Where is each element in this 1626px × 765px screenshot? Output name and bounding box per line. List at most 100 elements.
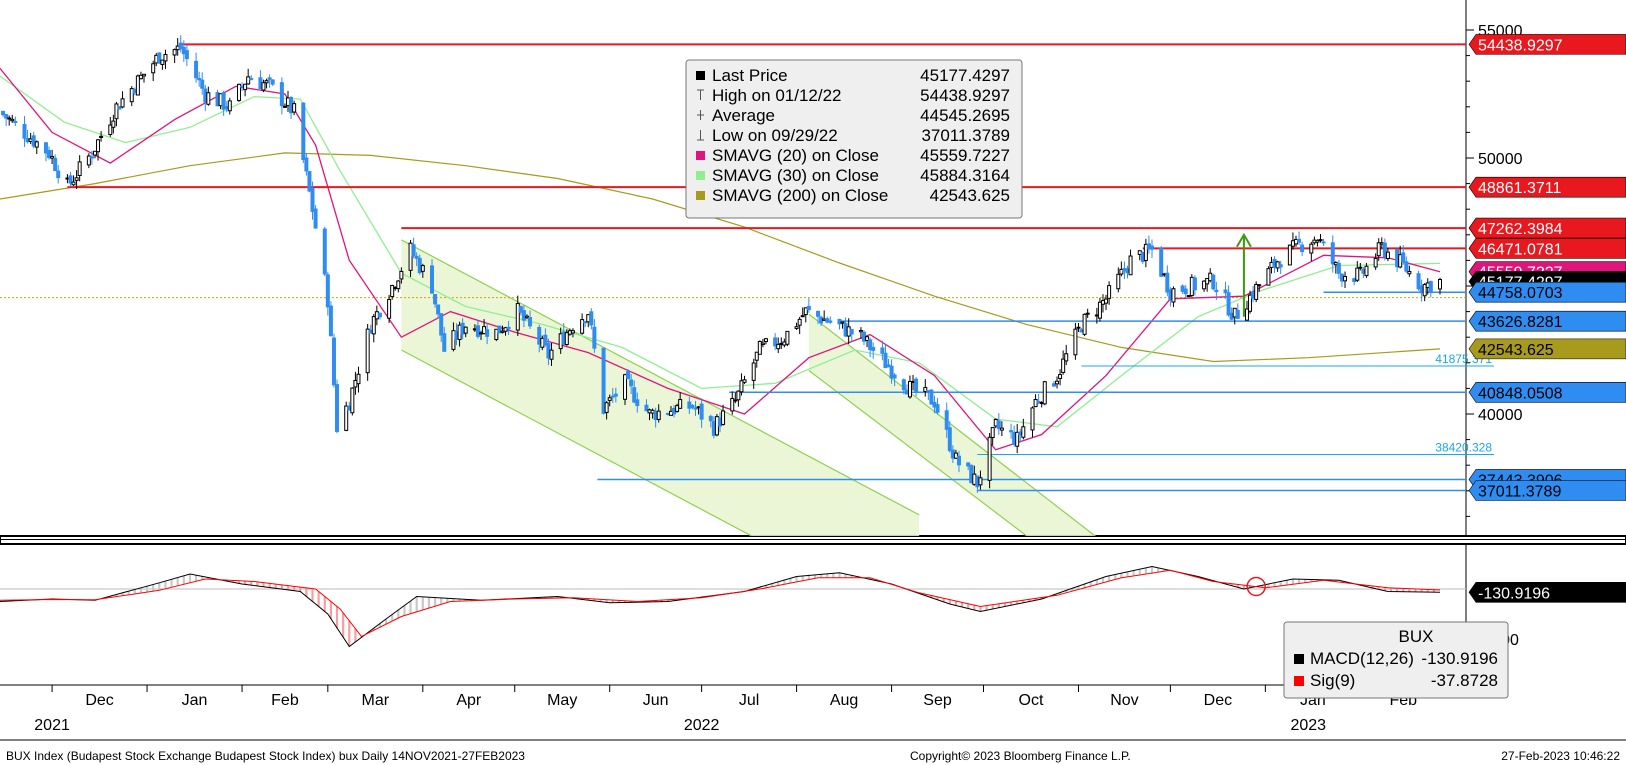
legend-label: SMAVG (20) on Close — [712, 146, 879, 165]
candle-body — [975, 475, 980, 488]
candle-body — [301, 102, 306, 161]
candle-body — [310, 187, 315, 212]
candle-body — [800, 315, 805, 318]
legend-label: Average — [712, 106, 775, 125]
candle-body — [374, 311, 379, 320]
candle-body — [1244, 308, 1249, 321]
candle-body — [417, 257, 422, 274]
candle-body — [886, 364, 891, 368]
candle-body — [371, 316, 376, 335]
candle-body — [1425, 282, 1430, 288]
candle-body — [1223, 289, 1228, 294]
macd-tag-label: -130.9196 — [1478, 585, 1550, 602]
legend-label: High on 01/12/22 — [712, 86, 842, 105]
candle-body — [987, 436, 992, 481]
price-tag-label: 40848.0508 — [1478, 385, 1563, 402]
candle-body — [580, 319, 585, 334]
candle-body — [350, 387, 355, 414]
candle-body — [1100, 300, 1105, 305]
footer: BUX Index (Budapest Stock Exchange Budap… — [6, 749, 1620, 763]
candle-body — [1208, 272, 1213, 282]
legend-swatch — [696, 71, 705, 80]
candle-body — [858, 330, 863, 333]
candle-body — [454, 330, 459, 340]
legend-swatch — [696, 191, 705, 200]
candle-body — [215, 92, 220, 107]
candle-body — [399, 270, 404, 280]
candle-body — [1300, 244, 1305, 253]
candle-body — [194, 60, 199, 79]
candle-body — [221, 92, 226, 110]
candle-body — [132, 89, 137, 94]
candle-body — [328, 305, 333, 337]
candle-body — [849, 329, 854, 335]
candle-body — [120, 98, 125, 108]
candle-body — [408, 242, 413, 271]
x-month-label: Jan — [182, 692, 208, 709]
candle-body — [325, 274, 330, 308]
candle-body — [292, 103, 297, 113]
legend-value: 45177.4297 — [920, 66, 1010, 85]
candle-body — [1202, 280, 1207, 290]
candle-body — [172, 49, 177, 56]
price-tag-bg — [1468, 310, 1626, 332]
legend-value: 44545.2695 — [920, 106, 1010, 125]
candle-body — [1036, 401, 1041, 404]
candle-body — [1171, 288, 1176, 303]
candle-body — [7, 117, 12, 120]
candle-body — [883, 352, 888, 369]
candle-body — [1116, 273, 1121, 290]
candle-body — [1269, 261, 1274, 268]
candle-body — [200, 79, 205, 89]
candle-body — [503, 327, 508, 332]
candle-body — [626, 371, 631, 380]
price-tag-bg — [1468, 338, 1626, 360]
candle-body — [822, 318, 827, 321]
candle-body — [138, 74, 143, 80]
level-label: 38420.328 — [1435, 440, 1492, 454]
candle-body — [68, 175, 73, 184]
macd-legend-label: MACD(12,26) — [1310, 649, 1414, 668]
candle-body — [944, 410, 949, 430]
price-legend: Last Price 45177.4297 High on 01/12/22 5443… — [685, 59, 1023, 219]
candle-body — [151, 63, 156, 74]
candle-body — [1119, 268, 1124, 275]
candle-body — [996, 420, 1001, 429]
candle-body — [1039, 401, 1044, 404]
candle-body — [1290, 240, 1295, 247]
candle-body — [178, 42, 183, 50]
candle-body — [561, 331, 566, 345]
x-year-label: 2023 — [1290, 717, 1326, 734]
legend-value: 54438.9297 — [920, 86, 1010, 105]
candle-body — [160, 59, 165, 65]
trend-channels — [401, 239, 1097, 536]
macd-line — [0, 565, 1441, 648]
candle-body — [672, 408, 677, 415]
candle-body — [1416, 273, 1421, 290]
candle-body — [74, 177, 79, 181]
price-tag-bg — [1468, 381, 1626, 403]
candle-body — [482, 326, 487, 335]
x-month-label: Apr — [456, 692, 482, 709]
x-month-label: Jul — [739, 692, 759, 709]
price-tag-label: 42543.625 — [1478, 342, 1554, 359]
footer-left: BUX Index (Budapest Stock Exchange Budap… — [6, 749, 525, 763]
candle-body — [108, 124, 113, 136]
candle-body — [1137, 250, 1142, 256]
candle-body — [1128, 255, 1133, 276]
candle-body — [904, 390, 909, 395]
candle-body — [1254, 283, 1259, 300]
candle-body — [154, 54, 159, 64]
candle-body — [1272, 259, 1277, 268]
candle-body — [353, 379, 358, 388]
candle-body — [1364, 265, 1369, 277]
price-tag-bg — [1468, 217, 1626, 239]
candle-body — [953, 452, 958, 459]
candle-body — [825, 318, 830, 323]
candle-body — [28, 138, 33, 142]
candle-body — [31, 135, 36, 147]
candle-body — [203, 88, 208, 103]
candle-body — [972, 473, 977, 485]
candle-body — [779, 342, 784, 345]
candle-body — [1125, 268, 1130, 274]
